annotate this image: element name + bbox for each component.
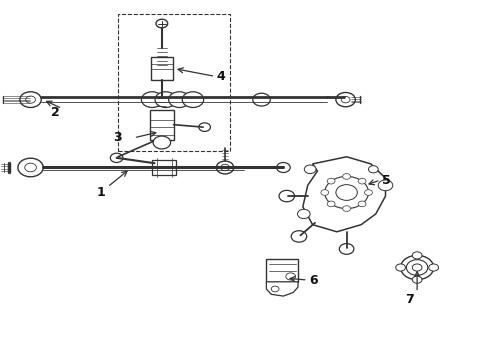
- Text: 7: 7: [405, 293, 413, 306]
- Circle shape: [216, 161, 233, 174]
- Polygon shape: [302, 157, 385, 232]
- Circle shape: [395, 264, 405, 271]
- Circle shape: [339, 244, 353, 254]
- Text: 6: 6: [308, 274, 317, 287]
- Circle shape: [411, 276, 421, 283]
- Bar: [151, 57, 172, 80]
- Circle shape: [342, 174, 350, 179]
- Circle shape: [20, 92, 41, 108]
- Circle shape: [141, 92, 163, 108]
- Circle shape: [364, 190, 372, 195]
- Circle shape: [271, 286, 279, 292]
- Circle shape: [377, 180, 392, 191]
- Text: 5: 5: [381, 174, 390, 186]
- Circle shape: [326, 201, 334, 207]
- Circle shape: [326, 178, 334, 184]
- Circle shape: [411, 252, 421, 259]
- Circle shape: [368, 166, 377, 173]
- Circle shape: [335, 185, 357, 201]
- Circle shape: [335, 93, 355, 107]
- Circle shape: [406, 260, 427, 275]
- Bar: [266, 258, 297, 282]
- Text: 4: 4: [216, 70, 225, 83]
- Circle shape: [155, 92, 176, 108]
- Circle shape: [279, 190, 294, 202]
- Circle shape: [320, 190, 328, 195]
- Circle shape: [324, 176, 368, 208]
- Bar: [150, 110, 173, 140]
- Text: 1: 1: [96, 186, 105, 199]
- Circle shape: [357, 178, 365, 184]
- Circle shape: [342, 206, 350, 211]
- Circle shape: [290, 231, 306, 242]
- Circle shape: [252, 93, 270, 106]
- Circle shape: [400, 255, 433, 280]
- Circle shape: [220, 164, 229, 171]
- Circle shape: [411, 264, 421, 271]
- Circle shape: [153, 136, 170, 149]
- Text: 2: 2: [51, 105, 60, 119]
- Bar: [118, 14, 229, 152]
- Circle shape: [297, 209, 309, 219]
- Circle shape: [276, 162, 289, 172]
- Circle shape: [156, 19, 167, 28]
- Circle shape: [182, 92, 203, 108]
- Circle shape: [357, 201, 365, 207]
- Circle shape: [304, 165, 315, 174]
- Text: 3: 3: [113, 131, 122, 144]
- Circle shape: [199, 123, 210, 131]
- Circle shape: [341, 96, 349, 103]
- Circle shape: [110, 153, 122, 162]
- Polygon shape: [266, 282, 297, 296]
- Circle shape: [285, 273, 295, 280]
- Bar: [152, 159, 176, 175]
- Circle shape: [168, 92, 190, 108]
- Circle shape: [25, 163, 36, 172]
- Circle shape: [26, 96, 35, 103]
- Circle shape: [18, 158, 43, 177]
- Circle shape: [428, 264, 438, 271]
